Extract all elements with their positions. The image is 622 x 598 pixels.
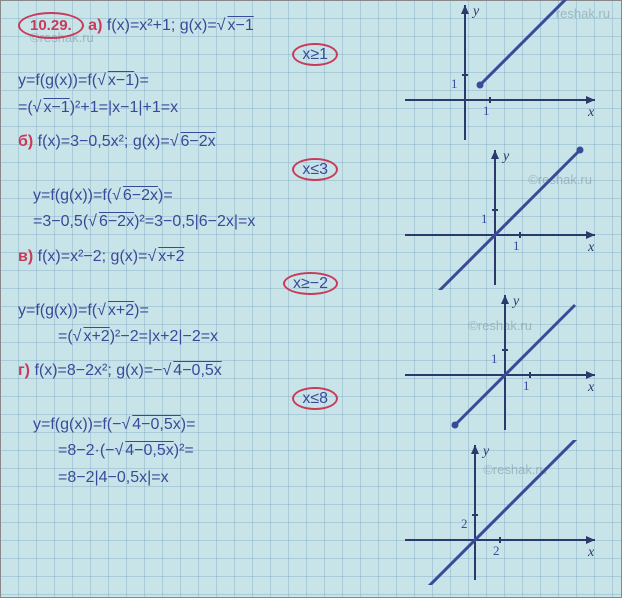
part-b-g: g(x)=√6−2x	[133, 133, 216, 150]
part-a-domain: x≥1	[292, 43, 338, 66]
part-c-domain: x≥−2	[283, 272, 338, 295]
svg-text:x: x	[587, 380, 595, 395]
svg-text:x: x	[587, 545, 595, 560]
svg-text:x: x	[587, 240, 595, 255]
part-c-f: f(x)=x²−2;	[38, 248, 106, 265]
svg-text:y: y	[481, 444, 490, 459]
part-b-domain-row: x≤3	[18, 158, 398, 181]
part-b-domain: x≤3	[292, 158, 338, 181]
graph-a: y x 1 1	[400, 0, 600, 145]
part-b-f: f(x)=3−0,5x²;	[38, 133, 129, 150]
svg-text:y: y	[471, 4, 480, 19]
svg-text:2: 2	[461, 516, 468, 531]
problem-number: 10.29.	[18, 12, 84, 39]
part-c-line1: y=f(g(x))=f(√x+2)=	[18, 300, 398, 322]
part-c-domain-row: x≥−2	[18, 272, 398, 295]
part-a-domain-row: x≥1	[18, 43, 398, 66]
svg-text:1: 1	[491, 351, 498, 366]
part-c-label: в)	[18, 248, 33, 265]
part-a-line2: =(√x−1)²+1=|x−1|+1=x	[18, 97, 398, 119]
part-d-line1: y=f(g(x))=f(−√4−0,5x)=	[18, 414, 398, 436]
svg-text:1: 1	[451, 76, 458, 91]
part-d-line3: =8−2|4−0,5x|=x	[18, 467, 398, 489]
graph-d: y x 2 2	[400, 440, 600, 585]
graph-b: y x 1 1	[400, 145, 600, 290]
part-d-g: g(x)=−√4−0,5x	[116, 362, 222, 379]
line-b-header: б) f(x)=3−0,5x²; g(x)=√6−2x	[18, 131, 398, 153]
svg-text:1: 1	[523, 378, 530, 393]
part-b-line1: y=f(g(x))=f(√6−2x)=	[18, 185, 398, 207]
part-a-label: а)	[88, 17, 102, 34]
main-content: 10.29. а) f(x)=x²+1; g(x)=√x−1 x≥1 y=f(g…	[18, 8, 398, 493]
part-d-line2: =8−2·(−√4−0,5x)²=	[18, 440, 398, 462]
part-b-label: б)	[18, 133, 33, 150]
part-c-g: g(x)=√x+2	[111, 248, 185, 265]
svg-text:1: 1	[483, 103, 490, 118]
line-c-header: в) f(x)=x²−2; g(x)=√x+2	[18, 246, 398, 268]
line-a-header: 10.29. а) f(x)=x²+1; g(x)=√x−1	[18, 12, 398, 39]
svg-text:y: y	[511, 294, 520, 309]
part-d-label: г)	[18, 362, 30, 379]
svg-text:1: 1	[481, 211, 488, 226]
part-d-domain: x≤8	[292, 387, 338, 410]
svg-text:x: x	[587, 105, 595, 120]
part-a-line1: y=f(g(x))=f(√x−1)=	[18, 70, 398, 92]
svg-text:1: 1	[513, 238, 520, 253]
part-c-line2: =(√x+2)²−2=|x+2|−2=x	[18, 326, 398, 348]
part-d-f: f(x)=8−2x²;	[34, 362, 111, 379]
graph-c: y x 1 1	[400, 290, 600, 435]
svg-text:y: y	[501, 149, 510, 164]
part-a-g: g(x)=√x−1	[180, 17, 254, 34]
svg-text:2: 2	[493, 543, 500, 558]
part-b-line2: =3−0,5(√6−2x)²=3−0,5|6−2x|=x	[18, 211, 398, 233]
part-d-domain-row: x≤8	[18, 387, 398, 410]
part-a-f: f(x)=x²+1;	[107, 17, 175, 34]
line-d-header: г) f(x)=8−2x²; g(x)=−√4−0,5x	[18, 360, 398, 382]
